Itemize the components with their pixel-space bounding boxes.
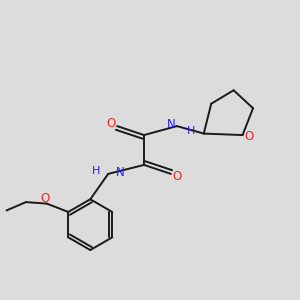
Text: H: H bbox=[92, 167, 101, 176]
Text: O: O bbox=[244, 130, 254, 143]
Text: O: O bbox=[41, 192, 50, 205]
Text: H: H bbox=[186, 127, 195, 136]
Text: O: O bbox=[173, 170, 182, 183]
Text: O: O bbox=[106, 117, 115, 130]
Text: N: N bbox=[116, 166, 124, 179]
Text: N: N bbox=[167, 118, 176, 131]
